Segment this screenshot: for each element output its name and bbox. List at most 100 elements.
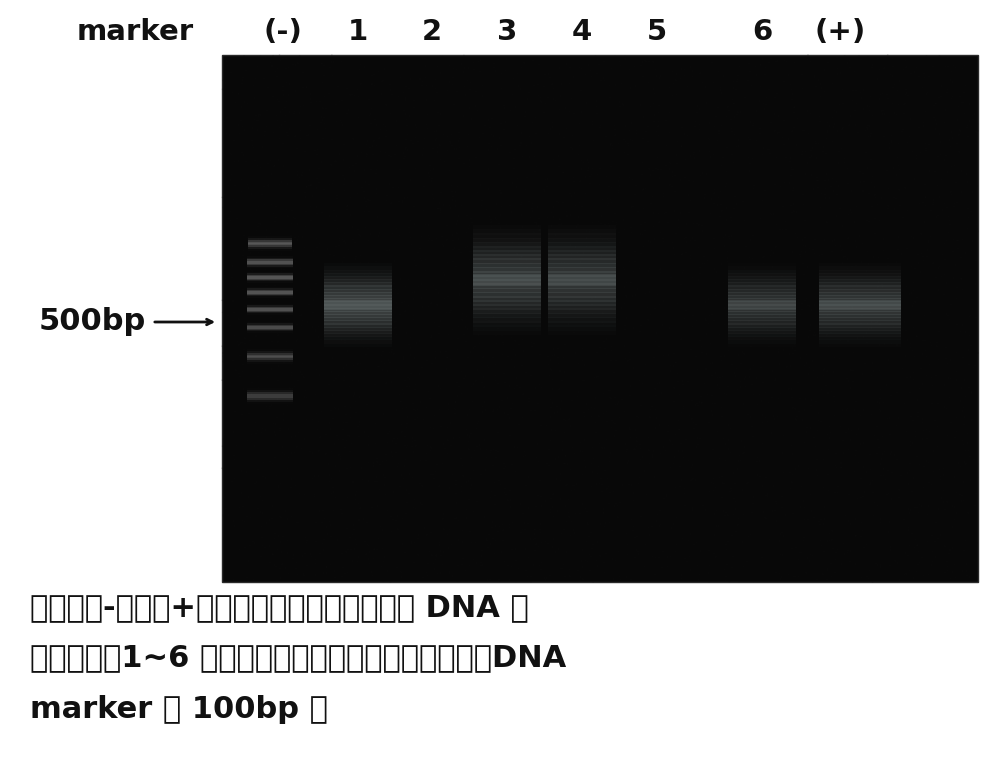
Point: [406, 201, 422, 213]
Point: [224, 86, 240, 99]
Point: [748, 372, 764, 384]
Point: [599, 199, 615, 211]
Point: [576, 359, 592, 371]
Point: [895, 124, 911, 136]
Point: [311, 331, 327, 343]
Point: [574, 106, 590, 118]
Point: [451, 205, 467, 218]
Point: [734, 484, 750, 496]
Point: [378, 312, 394, 324]
Point: [498, 460, 514, 472]
Point: [799, 219, 815, 231]
Point: [517, 57, 533, 69]
Point: [439, 130, 455, 143]
Point: [513, 257, 529, 269]
Point: [593, 120, 609, 132]
Point: [755, 149, 771, 161]
Point: [447, 512, 463, 525]
Point: [341, 408, 357, 420]
Point: [356, 513, 372, 525]
Point: [881, 83, 897, 95]
Point: [338, 531, 354, 543]
Point: [506, 471, 522, 484]
Point: [297, 571, 313, 583]
Point: [225, 426, 241, 438]
Point: [381, 439, 397, 451]
Point: [476, 511, 492, 523]
Point: [663, 158, 679, 170]
Point: [539, 458, 555, 470]
Point: [968, 180, 984, 193]
Point: [731, 512, 747, 525]
Bar: [819, 301, 901, 309]
Point: [490, 296, 506, 309]
Point: [862, 120, 878, 132]
Point: [695, 465, 711, 477]
Point: [233, 185, 249, 197]
Point: [327, 491, 343, 503]
Point: [481, 362, 497, 374]
Point: [465, 57, 481, 69]
Point: [805, 244, 821, 256]
Point: [554, 374, 570, 387]
Point: [443, 305, 459, 317]
Point: [241, 182, 257, 194]
Point: [287, 255, 303, 267]
Point: [860, 52, 876, 64]
Point: [441, 143, 457, 155]
Point: [496, 457, 512, 469]
Bar: [324, 333, 392, 340]
Point: [305, 293, 321, 305]
Point: [685, 243, 701, 255]
Point: [544, 206, 560, 218]
Point: [369, 543, 385, 556]
Point: [772, 387, 788, 399]
Point: [756, 440, 772, 453]
Point: [919, 258, 935, 271]
Point: [885, 81, 901, 93]
Point: [215, 350, 231, 362]
Point: [335, 362, 351, 374]
Point: [468, 557, 484, 569]
Bar: [247, 390, 293, 394]
Point: [692, 481, 708, 493]
Point: [562, 77, 578, 89]
Point: [824, 506, 840, 518]
Point: [335, 119, 351, 131]
Point: [724, 562, 740, 574]
Point: [489, 404, 505, 416]
Point: [903, 337, 919, 349]
Point: [403, 215, 419, 227]
Point: [905, 415, 921, 427]
Point: [278, 240, 294, 252]
Point: [940, 83, 956, 96]
Point: [651, 551, 667, 563]
Point: [724, 530, 740, 542]
Point: [863, 560, 879, 572]
Point: [433, 315, 449, 327]
Point: [680, 375, 696, 387]
Point: [804, 142, 820, 154]
Point: [291, 107, 307, 119]
Point: [265, 548, 281, 560]
Point: [651, 299, 667, 311]
Point: [771, 310, 787, 322]
Point: [462, 83, 478, 96]
Point: [860, 120, 876, 132]
Point: [429, 403, 445, 415]
Point: [262, 227, 278, 239]
Point: [808, 152, 824, 164]
Point: [813, 286, 829, 298]
Point: [822, 432, 838, 444]
Point: [716, 240, 732, 252]
Point: [439, 220, 455, 232]
Point: [533, 196, 549, 208]
Point: [785, 448, 801, 460]
Point: [436, 574, 452, 586]
Point: [606, 473, 622, 485]
Point: [752, 407, 768, 419]
Point: [244, 570, 260, 582]
Point: [769, 92, 785, 104]
Point: [950, 101, 966, 113]
Point: [831, 180, 847, 192]
